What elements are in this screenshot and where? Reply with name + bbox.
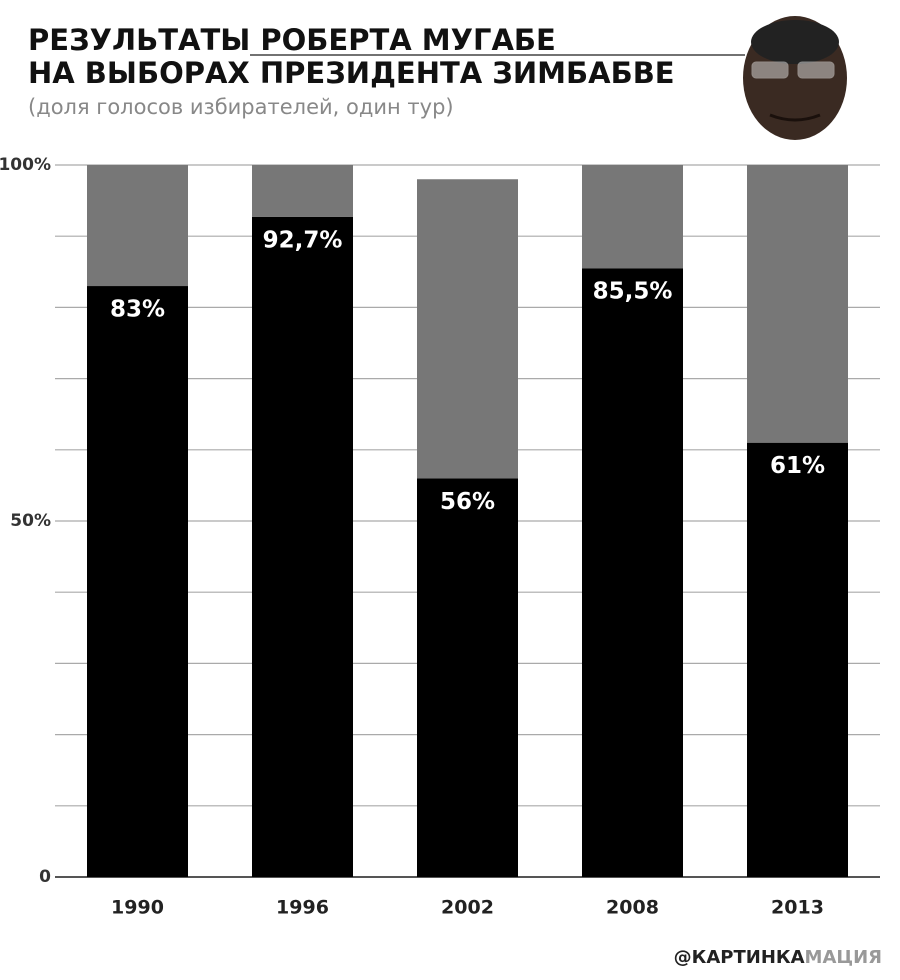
- bar-segment: [252, 165, 353, 217]
- portrait: [743, 16, 847, 140]
- data-label: 83%: [110, 297, 165, 323]
- data-label: 92,7%: [263, 227, 343, 253]
- bar-segment: [417, 478, 518, 877]
- source: @КАРТИНКАМАЦИЯ: [674, 947, 882, 968]
- bar-segment: [252, 216, 353, 877]
- bar-segment: [747, 442, 848, 877]
- chart-title: РЕЗУЛЬТАТЫ РОБЕРТА МУГАБЕ: [28, 23, 556, 57]
- x-tick-label: 2013: [771, 897, 824, 919]
- bar-segment: [417, 179, 518, 479]
- x-tick-label: 2008: [606, 897, 659, 919]
- data-label: 85,5%: [593, 279, 673, 305]
- source-part: МАЦИЯ: [805, 947, 882, 968]
- source-part: @КАРТИНКА: [674, 947, 805, 968]
- y-tick-label: 100%: [0, 155, 51, 175]
- bar-segment: [87, 165, 188, 287]
- chart-title: НА ВЫБОРАХ ПРЕЗИДЕНТА ЗИМБАБВЕ: [28, 56, 675, 90]
- bar-segment: [747, 165, 848, 443]
- bar-segment: [582, 268, 683, 877]
- data-label: 56%: [440, 489, 495, 515]
- bar-segment: [582, 165, 683, 269]
- x-tick-label: 2002: [441, 897, 494, 919]
- bar-segment: [87, 286, 188, 877]
- y-tick-label: 0: [39, 867, 51, 887]
- y-tick-label: 50%: [10, 511, 51, 531]
- x-tick-label: 1990: [111, 897, 164, 919]
- data-label: 61%: [770, 453, 825, 479]
- chart-subtitle: (доля голосов избирателей, один тур): [28, 95, 454, 119]
- x-tick-label: 1996: [276, 897, 329, 919]
